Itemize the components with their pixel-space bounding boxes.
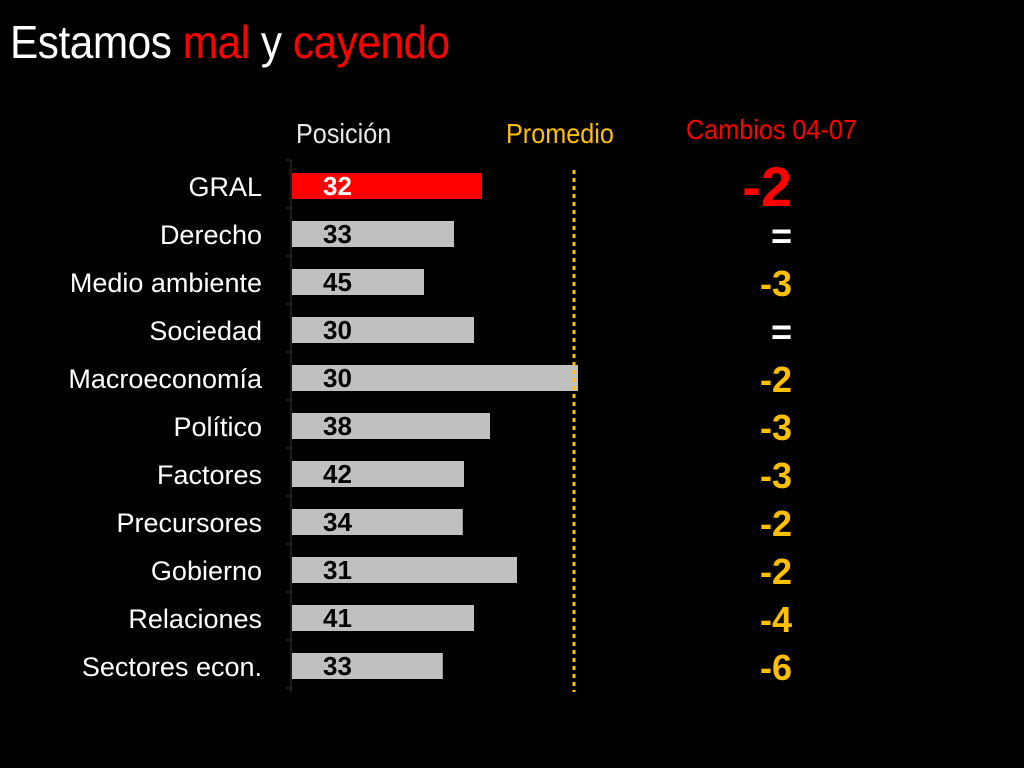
- bar-value-label: 30: [323, 315, 352, 345]
- title-part-estamos: Estamos: [10, 16, 183, 68]
- change-value: -3: [760, 263, 792, 304]
- change-value: =: [771, 311, 792, 352]
- bar-value-label: 33: [323, 651, 352, 681]
- category-label: Sectores econ.: [82, 652, 262, 682]
- title-part-mal: mal: [182, 16, 250, 68]
- bar-3: [292, 317, 474, 343]
- change-value: -3: [760, 407, 792, 448]
- bar-2: [292, 269, 424, 295]
- bar-value-label: 31: [323, 555, 352, 585]
- title-part-cayendo: cayendo: [292, 16, 450, 68]
- change-value: -2: [742, 155, 792, 218]
- change-value: =: [771, 215, 792, 256]
- bar-value-label: 41: [323, 603, 352, 633]
- category-label: Político: [173, 412, 262, 442]
- bar-0: [292, 173, 482, 199]
- category-label: GRAL: [188, 172, 262, 202]
- change-value: -3: [760, 455, 792, 496]
- change-value: -2: [760, 503, 792, 544]
- category-label: Gobierno: [151, 556, 262, 586]
- bar-value-label: 30: [323, 363, 352, 393]
- change-value: -2: [760, 551, 792, 592]
- title-part-y: y: [249, 16, 293, 68]
- bar-6: [292, 461, 464, 487]
- change-value: -4: [760, 599, 792, 640]
- bar-10: [292, 653, 443, 679]
- category-label: Precursores: [116, 508, 262, 538]
- bar-value-label: 33: [323, 219, 352, 249]
- category-label: Relaciones: [128, 604, 262, 634]
- bar-value-label: 42: [323, 459, 352, 489]
- category-label: Sociedad: [149, 316, 262, 346]
- bar-7: [292, 509, 463, 535]
- category-label: Derecho: [160, 220, 262, 250]
- changes-header: Cambios 04-07: [686, 114, 857, 145]
- bar-value-label: 34: [323, 507, 352, 537]
- category-label: Medio ambiente: [70, 268, 262, 298]
- bar-4: [292, 365, 578, 391]
- category-label: Factores: [157, 460, 262, 490]
- average-header: Promedio: [506, 118, 614, 149]
- bar-5: [292, 413, 490, 439]
- change-value: -2: [760, 359, 792, 400]
- bar-value-label: 45: [323, 267, 352, 297]
- bar-8: [292, 557, 517, 583]
- bar-value-label: 38: [323, 411, 352, 441]
- position-header: Posición: [296, 118, 392, 149]
- slide-title: Estamos mal y cayendo: [10, 14, 450, 70]
- bar-9: [292, 605, 474, 631]
- category-label: Macroeconomía: [68, 364, 263, 394]
- bar-value-label: 32: [323, 171, 352, 201]
- change-value: -6: [760, 647, 792, 688]
- bar-1: [292, 221, 454, 247]
